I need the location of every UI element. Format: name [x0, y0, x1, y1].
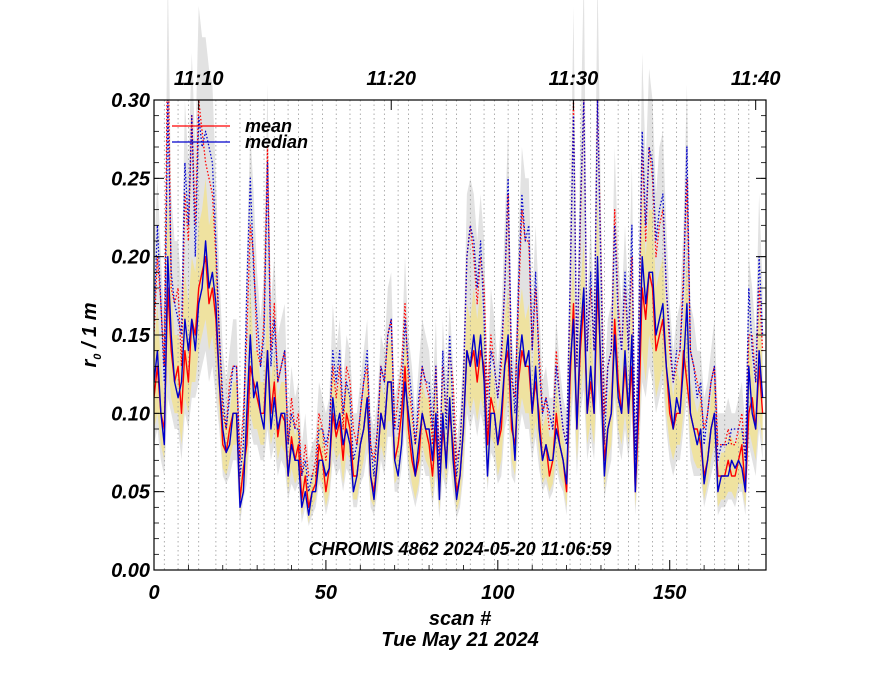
x-axis-label: scan #	[429, 608, 492, 630]
y-axis-label-main: r	[79, 359, 101, 368]
x-tick-label: 0	[148, 582, 159, 604]
upper-dotted-series	[154, 100, 764, 493]
series-upper-median-line	[154, 100, 764, 493]
top-tick-label: 11:10	[174, 68, 224, 90]
y-axis-label: r0 / 1 m	[79, 302, 104, 367]
top-time-axis: 11:10 11:20 11:30 11:40	[174, 68, 781, 110]
legend-label-mean: mean	[245, 116, 292, 136]
series-median-line	[154, 240, 764, 516]
x-axis: 0 50 100 150	[148, 560, 739, 604]
top-tick-label: 11:30	[549, 68, 599, 90]
top-tick-label: 11:40	[731, 68, 781, 90]
y-tick-label: 0.15	[111, 325, 151, 347]
y-axis-label-subscript: 0	[92, 353, 104, 360]
y-tick-label: 0.25	[111, 168, 151, 190]
y-axis-label-unit: / 1 m	[79, 302, 101, 353]
x-tick-label: 100	[481, 582, 514, 604]
top-tick-label: 11:20	[366, 68, 416, 90]
x-tick-label: 50	[315, 582, 337, 604]
y-tick-label: 0.20	[111, 247, 150, 269]
y-tick-label: 0.30	[111, 90, 150, 112]
x-tick-label: 150	[653, 582, 686, 604]
legend-label-median: median	[245, 132, 308, 152]
y-tick-label: 0.05	[111, 482, 151, 504]
main-series	[154, 240, 764, 516]
chart-title: CHROMIS 4862 2024-05-20 11:06:59	[309, 539, 612, 559]
y-axis: 0.00 0.05 0.10 0.15 0.20 0.25 0.30	[111, 90, 766, 582]
inner-range-band	[154, 178, 763, 524]
y-tick-label: 0.10	[111, 403, 150, 425]
x-axis-date-label: Tue May 21 2024	[381, 629, 539, 651]
inner-band-area	[154, 178, 763, 524]
y-tick-label: 0.00	[111, 560, 150, 582]
